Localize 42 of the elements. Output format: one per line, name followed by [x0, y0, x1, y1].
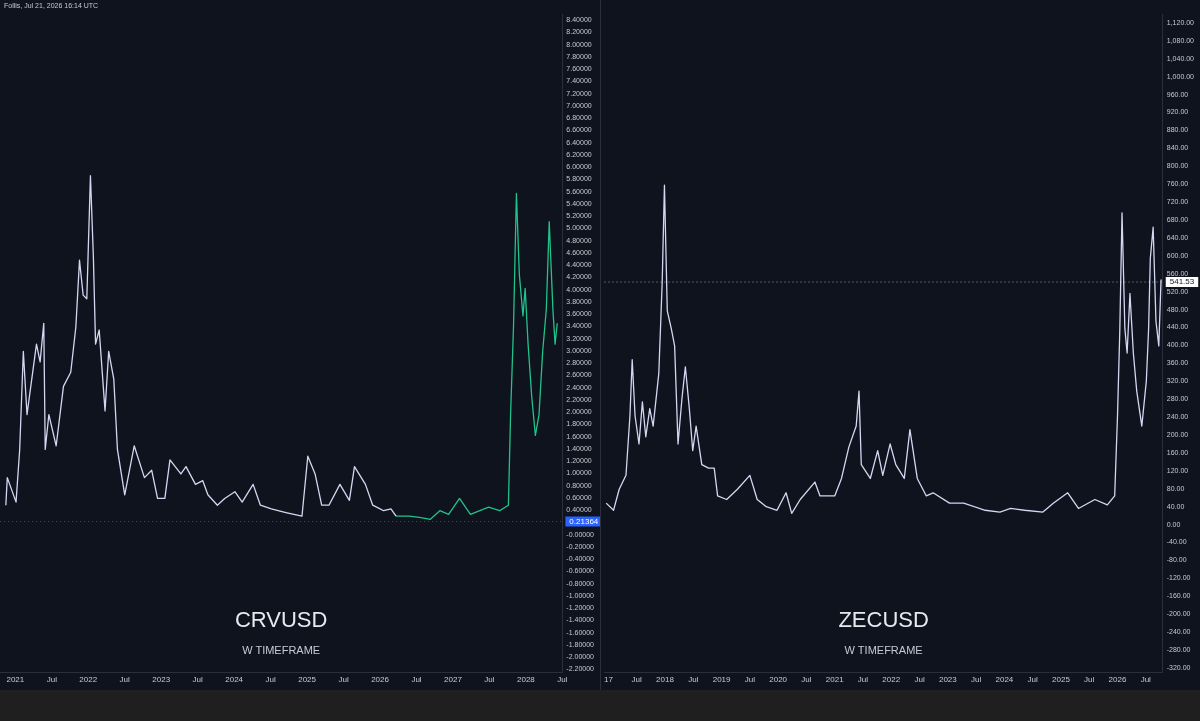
x-tick-label: Jul [338, 675, 349, 685]
x-tick-label: 2028 [517, 675, 536, 685]
x-tick-label: Jul [557, 675, 568, 685]
x-tick-label: 2024 [995, 675, 1014, 685]
x-tick-label: Jul [119, 675, 131, 685]
x-tick-label: Jul [914, 675, 925, 685]
x-tick-label: 2024 [225, 675, 244, 685]
text: ZECUSD [838, 607, 929, 633]
x-tick-label: Jul [857, 675, 869, 685]
x-tick-label: 2021 [825, 675, 845, 685]
text: CRVUSD [234, 607, 328, 633]
x-tick-label: Jul [1027, 675, 1038, 685]
x-tick-label: 2023 [152, 675, 171, 685]
x-tick-label: 2027 [444, 675, 463, 685]
x-tick-label: 2020 [769, 675, 788, 685]
x-tick-label: Jul [631, 675, 643, 685]
x-tick-label: 2026 [1108, 675, 1127, 685]
x-tick-label: 2019 [712, 675, 732, 685]
x-tick-label: 2025 [1052, 675, 1071, 685]
ref-line-label: 541.53 [1169, 277, 1195, 287]
x-tick-label: 2026 [371, 675, 390, 685]
x-tick-label: 2022 [79, 675, 98, 685]
x-tick-label: Jul [744, 675, 756, 685]
text: W TIMEFRAME [242, 644, 321, 657]
x-tick-label: 17 [604, 675, 614, 685]
x-tick-label: 2023 [938, 675, 958, 685]
x-tick-label: Jul [484, 675, 495, 685]
x-tick-label: Jul [801, 675, 812, 685]
x-tick-label: Jul [411, 675, 422, 685]
x-tick-label: Jul [1084, 675, 1095, 685]
x-tick-label: 2021 [6, 675, 25, 685]
x-tick-label: Jul [192, 675, 203, 685]
x-tick-label: Jul [46, 675, 58, 685]
x-tick-label: Jul [688, 675, 699, 685]
x-tick-label: 2018 [656, 675, 675, 685]
ref-line-label: 0.21364 [569, 516, 599, 526]
x-tick-label: Jul [1140, 675, 1152, 685]
x-tick-label: 2025 [298, 675, 317, 685]
x-tick-label: Jul [970, 675, 982, 685]
text: W TIMEFRAME [844, 644, 923, 657]
x-tick-label: Jul [265, 675, 276, 685]
x-tick-label: 2022 [882, 675, 901, 685]
